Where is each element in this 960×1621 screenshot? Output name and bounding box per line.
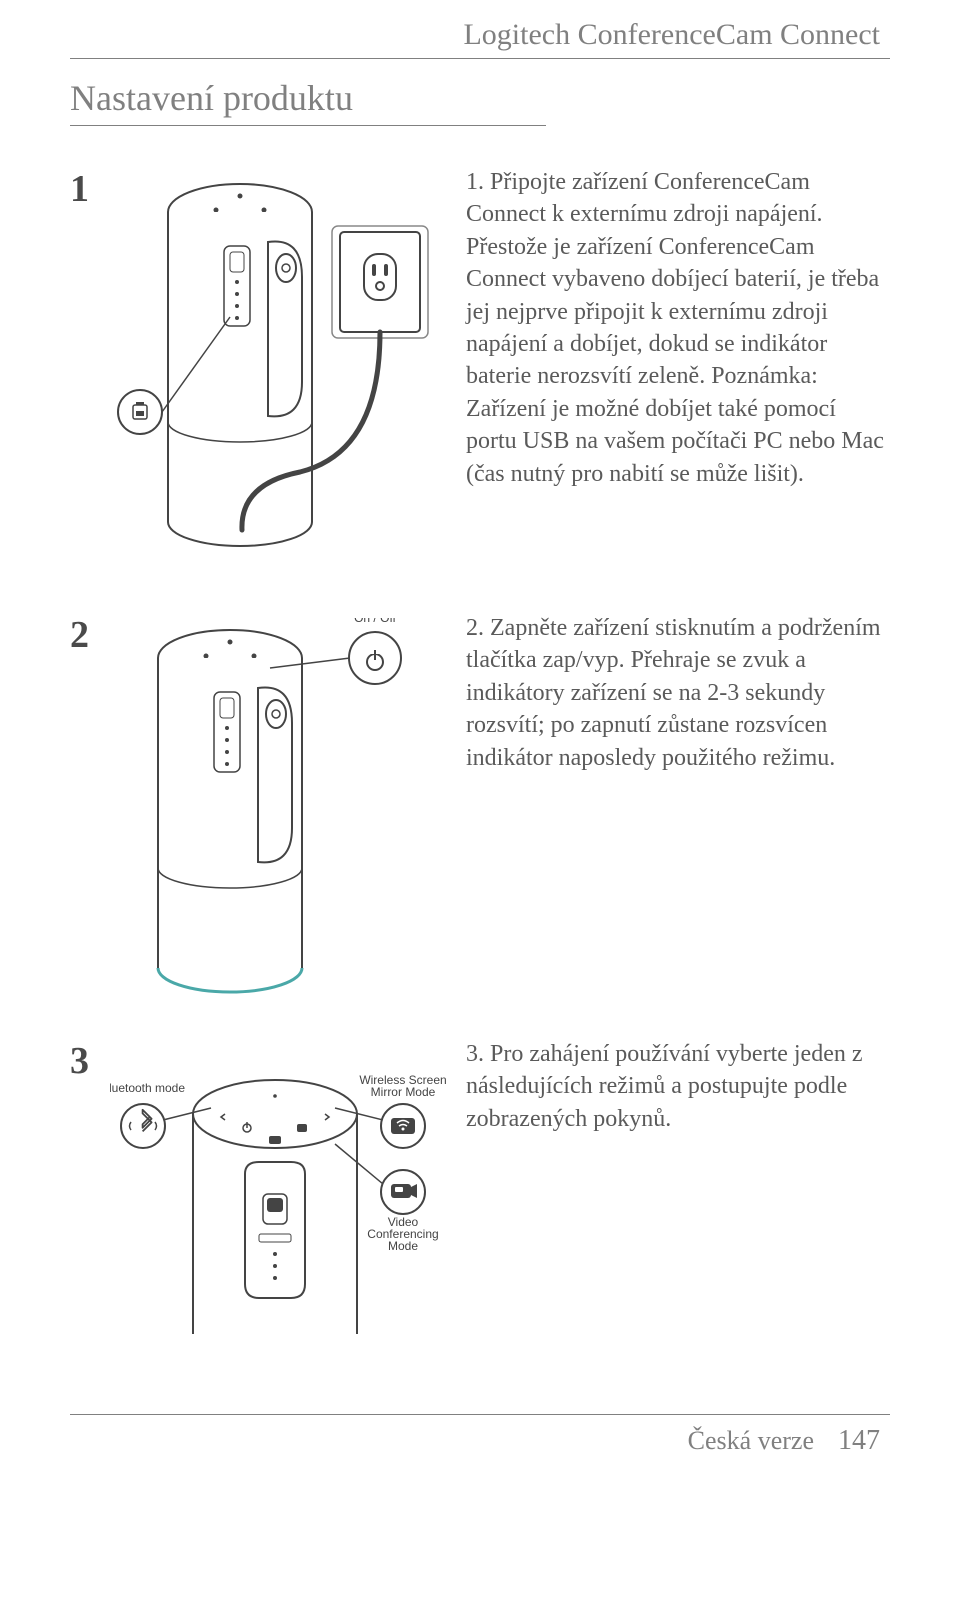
step-3-number: 3 [70, 1038, 110, 1344]
step-1-illustration [110, 166, 460, 572]
mirror-mode-label-2: Mirror Mode [371, 1085, 436, 1099]
page-header-title: Logitech ConferenceCam Connect [70, 18, 890, 59]
video-mode-label-3: Mode [388, 1239, 418, 1253]
step-1-text: 1. Připojte zařízení ConferenceCam Conne… [460, 166, 890, 572]
step-3-text: 3. Pro zahájení používání vyberte jeden … [460, 1038, 890, 1344]
step-3: 3 [70, 1038, 890, 1344]
step-2: 2 [70, 612, 890, 1018]
footer-language: Česká verze [688, 1426, 814, 1456]
step-3-illustration: Bluetooth mode Wireless Screen Mirror Mo… [110, 1038, 460, 1344]
step-1-number: 1 [70, 166, 110, 572]
page-footer: Česká verze 147 [70, 1414, 890, 1457]
section-title: Nastavení produktu [70, 77, 546, 126]
bluetooth-mode-label: Bluetooth mode [110, 1081, 185, 1095]
on-off-label: On / Off [354, 618, 396, 625]
step-1: 1 [70, 166, 890, 572]
step-2-number: 2 [70, 612, 110, 1018]
step-2-illustration: On / Off [110, 612, 460, 1018]
footer-page-number: 147 [838, 1425, 880, 1457]
step-2-text: 2. Zapněte zařízení stisknutím a podržen… [460, 612, 890, 1018]
